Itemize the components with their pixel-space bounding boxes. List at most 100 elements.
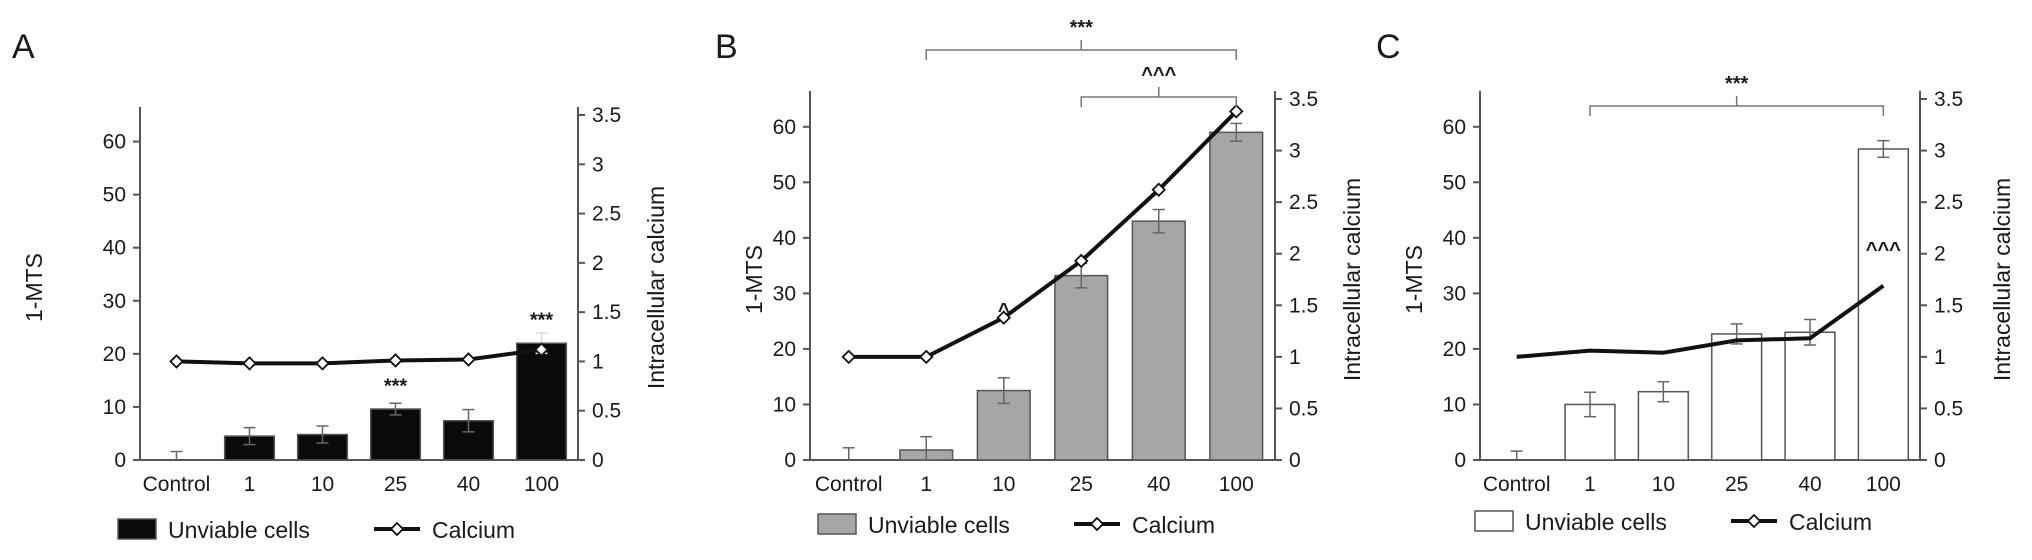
left-tick-label: 10 [103, 396, 126, 419]
bracket-label: *** [1725, 73, 1749, 95]
right-tick-label: 0 [1289, 449, 1301, 472]
left-tick-label: 20 [773, 338, 796, 361]
x-tick-label: Control [143, 473, 211, 496]
panel-a: A 0 10 20 30 40 50 60 0 0.5 1 1.5 2 2.5 3 3.5 1-MTS Intra… [12, 28, 669, 543]
y-axis-label: 1-MTS [1401, 245, 1427, 314]
bar [369, 408, 422, 461]
x-tick-label: 1 [920, 473, 932, 496]
y2-axis-label: Intracellular calcium [1339, 178, 1365, 381]
x-tick-label: 100 [1219, 473, 1254, 496]
x-tick-label: 100 [524, 473, 559, 496]
y2-axis-label: Intracellular calcium [1989, 178, 2015, 381]
panel-letter: B [715, 28, 738, 66]
right-tick-label: 0 [1934, 449, 1946, 472]
bar [1054, 274, 1109, 461]
right-tick-label: 3 [592, 153, 604, 176]
left-tick-label: 50 [1443, 171, 1466, 194]
legend-marker [1089, 516, 1105, 532]
right-tick-label: 1 [1289, 346, 1301, 369]
right-tick-label: 3.5 [1934, 88, 1963, 111]
legend-label-line: Calcium [1789, 509, 1872, 535]
x-tick-label: 40 [1798, 473, 1821, 496]
right-tick-label: 2 [592, 252, 604, 275]
right-tick-label: 1 [592, 350, 604, 373]
right-tick-label: 0 [592, 449, 604, 472]
left-tick-label: 50 [103, 184, 126, 207]
y-axis-label: 1-MTS [741, 245, 767, 314]
bar [515, 342, 568, 461]
right-tick-label: 1.5 [592, 301, 621, 324]
calcium-marker [242, 356, 257, 371]
right-tick-label: 3 [1289, 140, 1301, 163]
legend: Unviable cells Calcium [1474, 509, 1872, 535]
bracket-label: *** [1070, 17, 1094, 39]
legend: Unviable cells Calcium [117, 517, 515, 543]
significance-bracket [925, 40, 1237, 60]
calcium-marker [315, 356, 330, 371]
legend-marker [1746, 513, 1762, 529]
bar [1784, 331, 1836, 461]
x-tick-label: 10 [311, 473, 334, 496]
legend-label-bars: Unviable cells [868, 512, 1010, 538]
bar [1857, 148, 1910, 461]
x-tick-label: 1 [244, 473, 256, 496]
right-tick-label: 0.5 [592, 400, 621, 423]
right-tick-label: 3.5 [592, 104, 621, 127]
left-tick-label: 40 [1443, 227, 1466, 250]
left-tick-label: 20 [1443, 338, 1466, 361]
y2-axis-label: Intracellular calcium [643, 186, 669, 389]
significance-label: *** [530, 309, 554, 331]
significance-label: *** [384, 376, 408, 398]
left-tick-label: 10 [773, 393, 796, 416]
calcium-marker [996, 310, 1012, 325]
x-tick-label: 1 [1584, 473, 1596, 496]
bar [1209, 131, 1264, 461]
bar [1710, 333, 1763, 461]
legend-label-line: Calcium [432, 517, 515, 543]
right-tick-label: 2.5 [1934, 191, 1963, 214]
x-tick-label: 25 [384, 473, 407, 496]
x-tick-label: 100 [1866, 473, 1901, 496]
x-tick-label: 40 [457, 473, 480, 496]
left-tick-label: 0 [784, 449, 796, 472]
y-axis-label: 1-MTS [21, 253, 47, 322]
right-tick-label: 1.5 [1934, 294, 1963, 317]
left-tick-label: 0 [1454, 449, 1466, 472]
calcium-marker [1073, 253, 1089, 269]
calcium-marker [388, 353, 403, 368]
right-tick-label: 2 [1934, 243, 1946, 266]
calcium-marker [461, 352, 476, 367]
calcium-marker [1228, 104, 1244, 119]
panel-b: B 0 10 20 30 40 50 60 0 0.5 1 1.5 2 2.5 3 3.5 1-MTS Intra… [715, 17, 1365, 538]
legend-swatch-bars [117, 518, 157, 540]
calcium-marker [918, 349, 934, 365]
left-tick-label: 50 [773, 171, 796, 194]
calcium-line [1516, 284, 1885, 359]
legend-label-bars: Unviable cells [168, 517, 310, 543]
right-tick-label: 0.5 [1289, 397, 1318, 420]
left-tick-label: 60 [103, 131, 126, 154]
right-tick-label: 0.5 [1934, 397, 1963, 420]
right-tick-label: 2.5 [1289, 191, 1318, 214]
left-tick-label: 60 [1443, 116, 1466, 139]
x-tick-label: Control [1483, 473, 1551, 496]
left-tick-label: 10 [1443, 393, 1466, 416]
left-tick-label: 60 [773, 116, 796, 139]
calcium-marker [1151, 182, 1167, 198]
significance-label: ^ [998, 300, 1010, 322]
bar [1131, 220, 1186, 461]
calcium-marker [169, 354, 184, 369]
right-tick-label: 2 [1289, 243, 1301, 266]
left-tick-label: 20 [103, 343, 126, 366]
calcium-marker [841, 349, 857, 365]
panel-letter: C [1376, 28, 1401, 66]
panel-letter: A [12, 28, 35, 66]
significance-bracket [1589, 96, 1885, 116]
x-tick-label: 10 [992, 473, 1015, 496]
right-tick-label: 1 [1934, 346, 1946, 369]
x-tick-label: 25 [1070, 473, 1093, 496]
legend-label-bars: Unviable cells [1525, 509, 1667, 535]
right-tick-label: 3.5 [1289, 88, 1318, 111]
legend-swatch-bars [1474, 510, 1514, 532]
